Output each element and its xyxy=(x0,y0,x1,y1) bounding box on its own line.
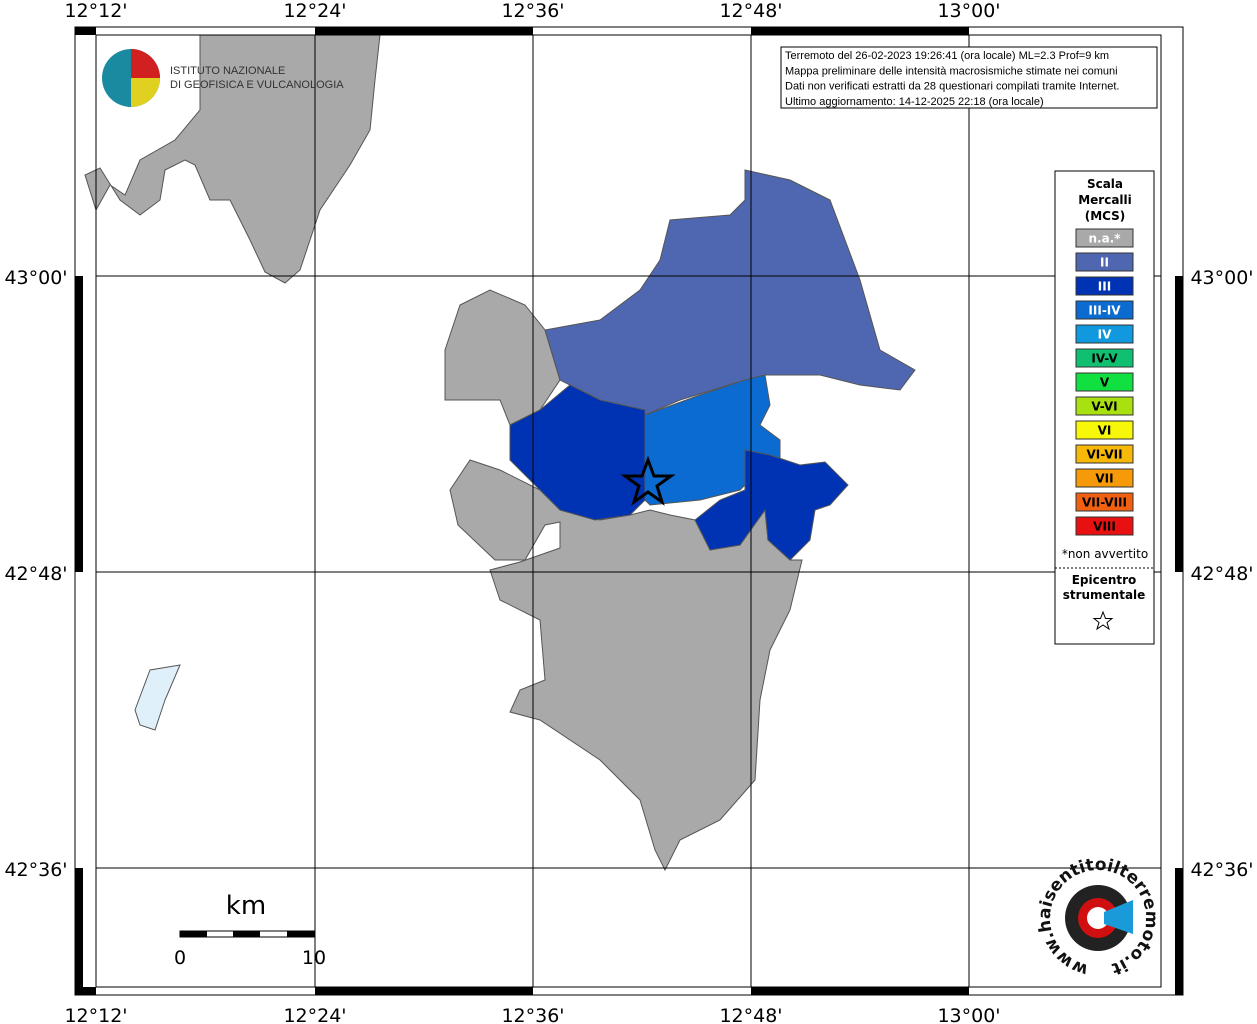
legend-swatch xyxy=(1075,228,1134,248)
frame xyxy=(74,26,1184,996)
frame-bar xyxy=(1175,276,1183,572)
scale-seg xyxy=(180,931,207,937)
frame-bar xyxy=(75,276,83,572)
legend-swatch xyxy=(1075,324,1134,344)
legend-label: VII-VIII xyxy=(1082,496,1127,510)
info-line: Terremoto del 26-02-2023 19:26:41 (ora l… xyxy=(785,50,1109,62)
legend-epicenter: strumentale xyxy=(1063,588,1146,602)
legend-swatch xyxy=(1075,444,1134,464)
lon-label-bottom: 12°48' xyxy=(719,1005,782,1024)
frame-bars xyxy=(75,27,1183,995)
logo-segment xyxy=(131,49,160,78)
legend-label: VI xyxy=(1098,424,1112,438)
legend: ScalaMercalli(MCS)n.a.*IIIIIIII-IVIVIV-V… xyxy=(1055,177,1154,631)
lat-label-right: 42°36' xyxy=(1190,859,1253,881)
legend-epicenter: Epicentro xyxy=(1072,573,1137,587)
legend-swatch xyxy=(1075,420,1134,440)
legend-swatch xyxy=(1075,276,1134,296)
legend-swatch xyxy=(1075,492,1134,512)
scale-seg xyxy=(233,931,260,937)
lon-label-bottom: 12°36' xyxy=(501,1005,564,1024)
legend-label: V-VI xyxy=(1091,400,1117,414)
frame-bar xyxy=(75,868,83,995)
lat-label-right: 43°00' xyxy=(1190,267,1253,289)
scale-end: 10 xyxy=(302,947,326,969)
graticule xyxy=(96,35,1161,987)
frame-bar xyxy=(75,27,96,35)
legend-label: III xyxy=(1098,280,1111,294)
lat-label-left: 42°36' xyxy=(4,859,67,881)
info-line: Dati non verificati estratti da 28 quest… xyxy=(785,81,1119,93)
site-logo-horn xyxy=(1104,900,1133,934)
lon-label-top: 12°24' xyxy=(283,0,346,22)
info-box xyxy=(780,46,1158,109)
scale-bar: km 0 10 xyxy=(174,891,326,969)
regions xyxy=(84,34,916,872)
lat-label-right: 42°48' xyxy=(1190,563,1253,585)
info-line: Ultimo aggiornamento: 14-12-2025 22:18 (… xyxy=(785,96,1044,108)
scale-unit: km xyxy=(226,891,266,921)
frame-bar xyxy=(315,27,533,35)
info-text: Terremoto del 26-02-2023 19:26:41 (ora l… xyxy=(785,50,1119,108)
axis-labels: 12°12' 12°12' 12°24' 12°24' 12°36' 12°36' 12°4… xyxy=(4,0,1253,1024)
frame-bar xyxy=(75,987,96,995)
legend-label: VIII xyxy=(1093,520,1116,534)
region-na xyxy=(84,34,381,284)
region-iii xyxy=(694,449,849,561)
legend-swatch xyxy=(1075,348,1134,368)
site-logo-disc xyxy=(1087,907,1109,929)
epicenter-star xyxy=(620,455,676,506)
lat-label-left: 43°00' xyxy=(4,267,67,289)
logo-text: ISTITUTO NAZIONALE xyxy=(170,65,285,77)
legend-swatch xyxy=(1075,252,1134,272)
frame-bar xyxy=(1175,868,1183,995)
frame-bar xyxy=(751,987,969,995)
logo-text: DI GEOFISICA E VULCANOLOGIA xyxy=(170,79,344,91)
legend-label: II xyxy=(1100,256,1109,270)
legend-swatch xyxy=(1075,516,1134,536)
legend-title: (MCS) xyxy=(1085,209,1126,223)
lon-label-top: 12°36' xyxy=(501,0,564,22)
region-iii xyxy=(509,384,646,521)
lon-label-bottom: 12°12' xyxy=(64,1005,127,1024)
ingv-logo: ISTITUTO NAZIONALE DI GEOFISICA E VULCAN… xyxy=(102,49,344,107)
scale-start: 0 xyxy=(174,947,186,969)
frame-bar xyxy=(751,27,969,35)
legend-title: Scala xyxy=(1087,177,1123,191)
legend-label: IV xyxy=(1098,328,1112,342)
info-line: Mappa preliminare delle intensità macros… xyxy=(785,65,1118,77)
legend-swatch xyxy=(1075,468,1134,488)
legend-star xyxy=(1092,610,1114,631)
legend-note: *non avvertito xyxy=(1062,547,1148,561)
legend-label: VII xyxy=(1095,472,1113,486)
lon-label-bottom: 12°24' xyxy=(283,1005,346,1024)
legend-label: IV-V xyxy=(1091,352,1118,366)
frame-bar xyxy=(315,987,533,995)
lon-label-top: 13°00' xyxy=(937,0,1000,22)
lat-label-left: 42°48' xyxy=(4,563,67,585)
legend-label: VI-VII xyxy=(1086,448,1122,462)
legend-label: n.a.* xyxy=(1088,232,1121,246)
lon-label-top: 12°12' xyxy=(64,0,127,22)
legend-swatch xyxy=(1075,300,1134,320)
lon-label-top: 12°48' xyxy=(719,0,782,22)
legend-swatch xyxy=(1075,372,1134,392)
scale-seg xyxy=(287,931,314,937)
legend-title: Mercalli xyxy=(1078,193,1132,207)
logo-segment xyxy=(131,78,160,107)
lon-label-bottom: 13°00' xyxy=(937,1005,1000,1024)
lake xyxy=(134,664,181,731)
legend-swatch xyxy=(1075,396,1134,416)
frame-inner xyxy=(95,34,1162,988)
legend-label: III-IV xyxy=(1088,304,1121,318)
legend-label: V xyxy=(1100,376,1110,390)
